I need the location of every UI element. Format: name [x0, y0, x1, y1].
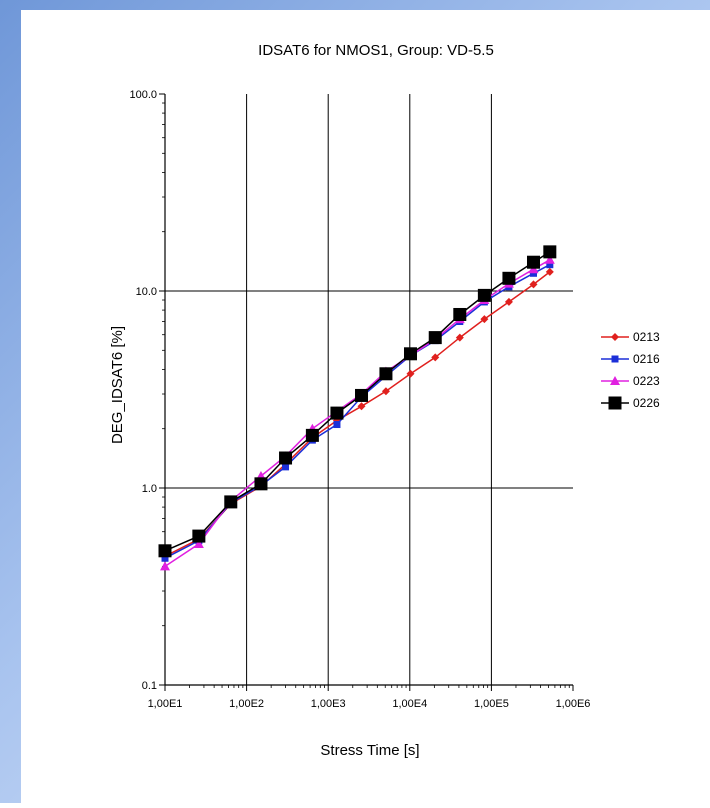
legend-swatch-marker: [611, 333, 619, 341]
plot-frame: [164, 94, 573, 686]
data-point: [544, 254, 555, 264]
series-line: [164, 264, 551, 559]
data-point: [282, 463, 290, 471]
data-point: [158, 544, 172, 558]
data-point: [355, 388, 369, 402]
y-tick-label: 10.0: [136, 286, 157, 298]
x-tick-label: 1,00E2: [229, 698, 264, 710]
x-tick-label: 1,00E1: [148, 698, 183, 710]
data-point: [161, 554, 169, 562]
data-point: [546, 261, 554, 269]
data-point: [502, 271, 516, 285]
series-0216: [161, 261, 554, 562]
data-point: [254, 477, 268, 491]
data-point: [455, 333, 464, 342]
x-tick-label: 1,00E6: [556, 698, 591, 710]
data-point: [528, 264, 539, 274]
legend-entry: 0213: [601, 330, 660, 344]
data-point: [279, 451, 293, 465]
x-axis: 1,00E1 1,00E2 1,00E3 1,00E4 1,00E5 1,00E6: [148, 685, 591, 710]
series-line: [164, 251, 551, 552]
data-point: [477, 288, 491, 302]
data-point: [406, 369, 415, 378]
chart: IDSAT6 for NMOS1, Group: VD-5.5 1,00E1 1,…: [109, 42, 660, 759]
grid: [165, 94, 573, 685]
data-point: [379, 367, 393, 381]
chart-panel: IDSAT6 for NMOS1, Group: VD-5.5 1,00E1 1,…: [21, 10, 710, 803]
data-point: [480, 315, 489, 324]
data-point: [543, 245, 557, 259]
legend-label: 0223: [633, 374, 660, 388]
data-point: [160, 561, 170, 571]
series-line: [164, 271, 551, 557]
data-point: [453, 307, 467, 321]
series-0223: [160, 254, 555, 571]
x-tick-label: 1,00E3: [311, 698, 346, 710]
x-tick-label: 1,00E4: [392, 698, 427, 710]
y-axis: 0.1 1.0 10.0 100.0: [129, 89, 165, 692]
data-point: [330, 406, 344, 420]
data-point: [224, 495, 238, 509]
data-point: [193, 538, 204, 548]
legend: 0213 0216 0223 0226: [601, 330, 660, 410]
data-point: [357, 402, 366, 411]
series-0226: [158, 245, 557, 558]
series-line: [164, 259, 551, 568]
data-point: [428, 331, 442, 345]
data-point: [431, 353, 440, 362]
x-tick-label: 1,00E5: [474, 698, 509, 710]
chart-title: IDSAT6 for NMOS1, Group: VD-5.5: [258, 42, 494, 59]
y-tick-label: 100.0: [129, 89, 157, 101]
y-axis-label: DEG_IDSAT6 [%]: [109, 326, 126, 444]
legend-label: 0226: [633, 396, 660, 410]
data-point: [305, 428, 319, 442]
data-point: [545, 267, 554, 276]
data-point: [333, 421, 341, 429]
legend-entry: 0223: [601, 374, 660, 388]
legend-label: 0213: [633, 330, 660, 344]
y-tick-label: 0.1: [142, 680, 157, 692]
data-point: [529, 280, 538, 289]
data-point: [192, 529, 206, 543]
data-point: [504, 297, 513, 306]
legend-entry: 0216: [601, 352, 660, 366]
legend-swatch-marker: [611, 355, 619, 363]
data-point: [404, 347, 418, 361]
legend-swatch-marker: [608, 396, 622, 410]
x-axis-label: Stress Time [s]: [320, 742, 419, 759]
legend-label: 0216: [633, 352, 660, 366]
data-point: [526, 255, 540, 269]
y-tick-label: 1.0: [142, 483, 157, 495]
data-point: [381, 387, 390, 396]
legend-entry: 0226: [601, 396, 660, 410]
legend-swatch-marker: [610, 376, 620, 385]
series-layer: [158, 245, 557, 571]
data-point: [529, 269, 537, 277]
